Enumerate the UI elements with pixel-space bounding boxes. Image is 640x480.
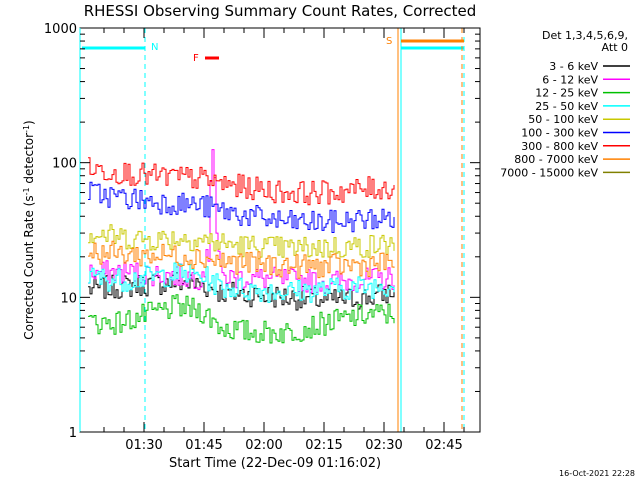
series-line <box>88 240 395 279</box>
x-tick-label: 02:30 <box>365 438 402 453</box>
y-tick-label: 10 <box>60 291 77 306</box>
series-line <box>88 157 395 206</box>
flare-label: F <box>193 53 199 64</box>
legend-label: 6 - 12 keV <box>542 73 598 86</box>
legend-label: 3 - 6 keV <box>549 60 598 73</box>
legend-header-detectors: Det 1,3,4,5,6,9, <box>542 29 628 42</box>
legend-header-attenuator: Att 0 <box>602 41 628 54</box>
legend-label: 300 - 800 keV <box>521 140 598 153</box>
y-tick-label: 1000 <box>44 22 77 37</box>
x-tick-label: 01:45 <box>185 438 222 453</box>
saa-label: S <box>386 36 392 47</box>
series-line <box>88 224 395 260</box>
legend-label: 25 - 50 keV <box>535 100 598 113</box>
legend-label: 50 - 100 keV <box>528 113 598 126</box>
flare-marker: F <box>193 53 219 64</box>
series-line <box>88 262 395 303</box>
series-group <box>88 149 395 344</box>
x-tick-label: 02:15 <box>305 438 342 453</box>
saa-markers: S <box>386 28 464 432</box>
night-label: N <box>151 42 158 53</box>
chart-title: RHESSI Observing Summary Count Rates, Co… <box>84 2 477 20</box>
legend-label: 100 - 300 keV <box>521 127 598 140</box>
legend-label: 7000 - 15000 keV <box>500 166 598 179</box>
x-tick-label: 02:45 <box>425 438 462 453</box>
timestamp: 16-Oct-2021 22:28 <box>559 469 635 478</box>
night-markers: N <box>82 28 465 432</box>
y-axis: 1 10 100 1000 <box>44 22 480 441</box>
x-axis: 01:30 01:45 02:00 02:15 02:30 02:45 <box>103 28 465 453</box>
y-tick-label: 1 <box>69 426 77 441</box>
y-tick-label: 100 <box>52 157 77 172</box>
x-tick-label: 01:30 <box>125 438 162 453</box>
x-axis-label: Start Time (22-Dec-09 01:16:02) <box>169 456 381 471</box>
legend-label: 12 - 25 keV <box>535 87 598 100</box>
x-tick-label: 02:00 <box>245 438 282 453</box>
legend-label: 800 - 7000 keV <box>514 153 598 166</box>
y-axis-label: Corrected Count Rate (s-1 detector-1) <box>22 120 36 339</box>
series-line <box>88 294 395 344</box>
series-line <box>88 181 395 233</box>
plot-frame <box>79 27 481 433</box>
